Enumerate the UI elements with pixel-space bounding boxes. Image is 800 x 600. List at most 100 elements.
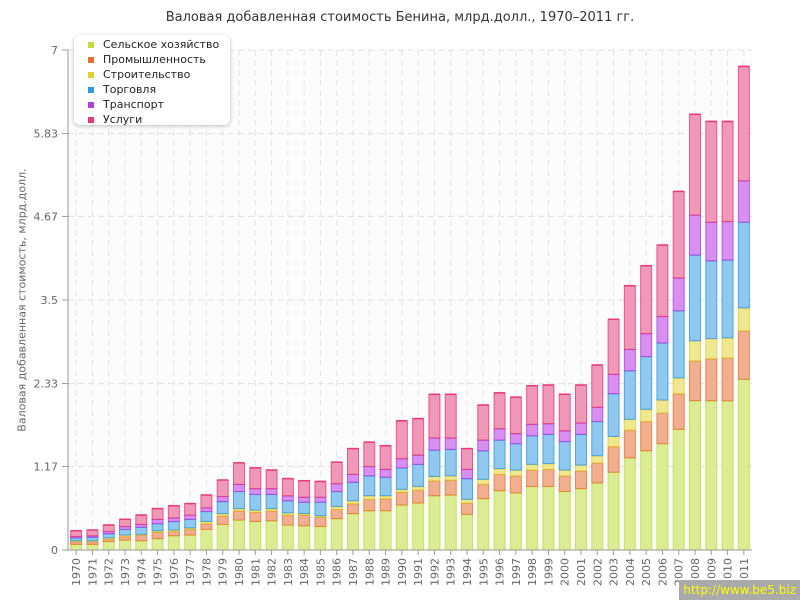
bar-segment — [737, 65, 750, 182]
bar-segment — [656, 412, 669, 445]
bar-segment — [737, 221, 750, 309]
bar-segment — [298, 525, 311, 551]
bar-segment — [200, 523, 213, 530]
legend-item[interactable]: Строительство — [88, 67, 230, 82]
bar-segment — [509, 433, 522, 445]
bar-segment — [379, 498, 392, 512]
bar-segment — [672, 393, 685, 430]
bar-segment — [705, 338, 718, 360]
x-tick-label: 2006 — [656, 558, 669, 586]
bar-segment — [672, 377, 685, 395]
legend-swatch — [88, 71, 94, 78]
bar-segment — [249, 493, 262, 511]
bar-segment — [379, 468, 392, 478]
x-tick-label: 2011 — [738, 558, 751, 586]
bar-segment — [705, 358, 718, 402]
bar-segment — [461, 468, 473, 480]
bar-segment — [119, 518, 131, 527]
bar-segment — [509, 492, 522, 551]
bar-segment — [526, 485, 539, 551]
bar-segment — [689, 254, 701, 342]
bar-segment — [640, 355, 653, 410]
bar-segment — [575, 488, 587, 551]
legend-item[interactable]: Сельское хозяйство — [88, 37, 230, 52]
bar-segment — [526, 463, 539, 471]
bar-segment — [689, 340, 701, 362]
bar-segment — [233, 462, 245, 485]
legend-label: Транспорт — [103, 98, 164, 111]
x-tick-label: 2001 — [575, 558, 588, 586]
bar-segment — [607, 471, 620, 551]
bar-segment — [672, 428, 685, 551]
bar-segment — [721, 259, 734, 339]
x-tick-label: 1993 — [445, 558, 458, 586]
y-tick-label: 4.67 — [34, 210, 59, 223]
bar-segment — [444, 393, 457, 439]
bar-segment — [689, 214, 701, 256]
bar-segment — [656, 399, 669, 414]
bar-segment — [314, 480, 327, 498]
legend-item[interactable]: Услуги — [88, 112, 230, 127]
bar-segment — [461, 448, 473, 470]
bar-segment — [395, 504, 408, 551]
bar-segment — [412, 454, 425, 465]
bar-segment — [721, 357, 734, 402]
bar-segment — [249, 467, 262, 490]
x-tick-label: 1992 — [428, 558, 441, 586]
watermark[interactable]: http://www.be5.biz — [679, 580, 800, 600]
x-tick-label: 2004 — [624, 558, 637, 586]
bar-segment — [249, 520, 262, 551]
bar-segment — [623, 285, 636, 350]
legend-swatch — [88, 101, 94, 108]
bar-segment — [412, 489, 425, 504]
y-tick-label: 1.17 — [34, 460, 59, 473]
bar-segment — [542, 433, 555, 465]
y-tick-label: 3.5 — [41, 294, 59, 307]
legend-item[interactable]: Транспорт — [88, 97, 230, 112]
bar-segment — [135, 526, 148, 535]
legend-item[interactable]: Торговля — [88, 82, 230, 97]
bar-segment — [623, 429, 636, 459]
bar-segment — [477, 404, 490, 441]
bar-segment — [575, 422, 587, 435]
bar-segment — [672, 310, 685, 379]
bar-segment — [216, 500, 229, 515]
x-tick-label: 1991 — [412, 558, 425, 586]
bar-segment — [102, 524, 115, 532]
bar-segment — [298, 501, 311, 515]
bar-segment — [167, 505, 180, 519]
bar-segment — [184, 528, 197, 536]
bar-segment — [509, 475, 522, 494]
x-tick-label: 1989 — [380, 558, 393, 586]
x-tick-label: 2010 — [722, 558, 735, 586]
bar-segment — [265, 469, 278, 490]
bar-segment — [721, 220, 734, 261]
bar-segment — [281, 478, 294, 497]
bar-segment — [721, 400, 734, 551]
bar-segment — [526, 423, 539, 437]
bar-segment — [70, 530, 83, 537]
bar-segment — [509, 396, 522, 435]
bar-segment — [689, 113, 701, 216]
bar-segment — [298, 480, 311, 498]
bar-segment — [705, 120, 718, 223]
bar-segment — [200, 528, 213, 551]
legend-swatch — [88, 116, 94, 123]
bar-segment — [379, 510, 392, 551]
bar-segment — [119, 539, 131, 551]
x-tick-label: 2003 — [608, 558, 621, 586]
bar-segment — [737, 330, 750, 380]
bar-segment — [591, 455, 604, 464]
bar-segment — [493, 473, 506, 492]
x-tick-label: 1988 — [363, 558, 376, 586]
bar-segment — [330, 490, 343, 507]
bar-segment — [623, 457, 636, 551]
bar-segment — [493, 490, 506, 551]
legend-item[interactable]: Промышленность — [88, 52, 230, 67]
bar-segment — [705, 260, 718, 340]
bar-segment — [363, 441, 376, 467]
bar-segment — [216, 479, 229, 497]
bar-segment — [281, 500, 294, 514]
bar-segment — [314, 516, 327, 527]
bar-segment — [623, 370, 636, 420]
